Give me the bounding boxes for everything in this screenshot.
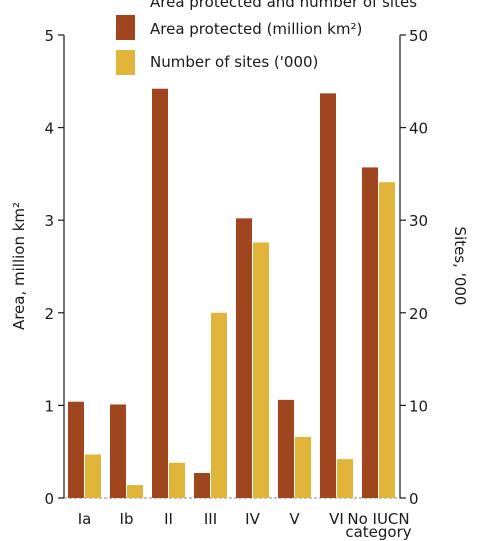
legend-swatch-sites — [116, 50, 135, 75]
bar-sites — [127, 485, 143, 498]
bar-area — [278, 399, 294, 498]
bar-sites — [337, 459, 353, 498]
chart-caption: Area protected and number of sites — [150, 0, 417, 11]
right-tick-label: 40 — [409, 120, 428, 138]
legend-label-sites: Number of sites ('000) — [150, 53, 318, 71]
category-label: No IUCN — [347, 510, 409, 528]
left-axis-title: Area, million km² — [10, 202, 28, 330]
right-tick-label: 0 — [409, 490, 419, 508]
category-label: Ib — [120, 510, 134, 528]
left-tick-label: 3 — [44, 212, 54, 230]
category-label: III — [204, 510, 217, 528]
left-tick-label: 1 — [44, 397, 54, 415]
left-tick-label: 0 — [44, 490, 54, 508]
category-label: category — [345, 523, 411, 541]
bar-area — [362, 167, 378, 498]
bar-sites — [295, 436, 311, 498]
bar-sites — [169, 462, 185, 498]
left-tick-label: 5 — [44, 27, 54, 45]
category-label: V — [289, 510, 300, 528]
right-tick-label: 20 — [409, 305, 428, 323]
bar-sites — [85, 454, 101, 498]
bar-area — [236, 218, 252, 498]
bar-area — [152, 88, 168, 498]
legend-label-area: Area protected (million km²) — [150, 20, 362, 38]
bar-area — [320, 93, 336, 498]
legend: Area protected (million km²) Number of s… — [116, 15, 362, 75]
bar-area — [194, 472, 210, 498]
left-tick-label: 2 — [44, 305, 54, 323]
bar-sites — [253, 242, 269, 498]
bars — [68, 88, 395, 498]
left-axis-ticks: 0 1 2 3 4 5 — [44, 27, 64, 508]
category-label: Ia — [78, 510, 92, 528]
right-tick-label: 10 — [409, 397, 428, 415]
category-label: IV — [245, 510, 260, 528]
right-tick-label: 50 — [409, 27, 428, 45]
right-axis-ticks: 0 10 20 30 40 50 — [400, 27, 428, 508]
left-tick-label: 4 — [44, 120, 54, 138]
category-label: VI — [329, 510, 344, 528]
legend-swatch-area — [116, 15, 135, 40]
bar-sites — [379, 182, 395, 498]
right-axis-title: Sites, '000 — [451, 227, 469, 306]
right-tick-label: 30 — [409, 212, 428, 230]
bar-area — [68, 401, 84, 498]
bar-sites — [211, 312, 227, 498]
bar-area — [110, 404, 126, 498]
category-label: II — [164, 510, 173, 528]
